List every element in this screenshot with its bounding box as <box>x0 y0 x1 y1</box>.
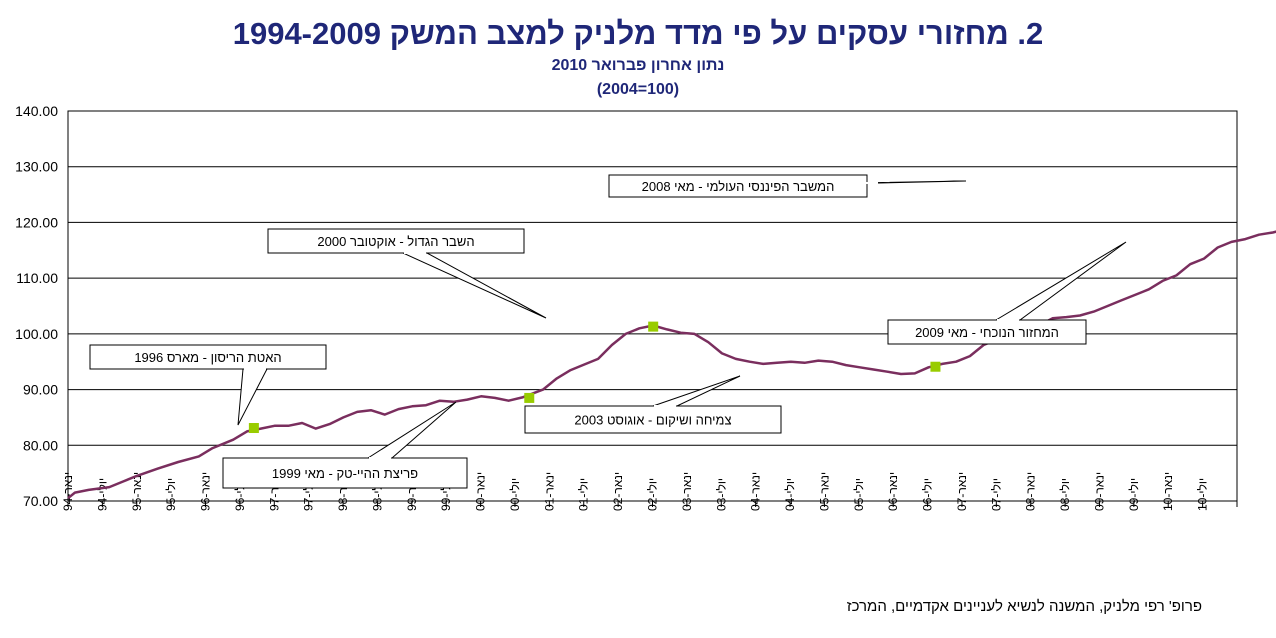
x-tick-label: יולי-10 <box>1196 478 1210 511</box>
key-point-marker <box>524 392 535 403</box>
x-tick-label: ינאר-09 <box>1092 472 1106 511</box>
x-tick-label: ינאר-94 <box>61 472 75 511</box>
x-tick-label: ינאר-08 <box>1024 472 1038 511</box>
chart-title: 2. מחזורי עסקים על פי מדד מלניק למצב המש… <box>232 16 1044 51</box>
y-axis: 70.00 80.00 90.00 100.00 110.00 120.00 130.00 1… <box>15 103 58 509</box>
x-tick-label: יולי-09 <box>1127 478 1141 511</box>
x-axis: ינאר-94 יולי-94 ינאר-95 יולי-95 ינאר-96 יולי-… <box>61 472 1238 511</box>
series-layer <box>67 230 1276 500</box>
callout-box <box>267 228 525 254</box>
annotations-layer: האטת הריסון - מארס 1996 פריצת ההיי-טק - מ… <box>89 174 1127 489</box>
x-tick-label: ינאר-95 <box>130 472 144 511</box>
y-tick-label: 100.00 <box>15 326 58 342</box>
callout-label: השבר הגדול - אוקטובר 2000 <box>317 234 474 249</box>
y-tick-label: 110.00 <box>16 270 58 286</box>
callout-box <box>887 319 1087 345</box>
x-tick-label: ינאר-01 <box>542 472 556 511</box>
callout-label: המשבר הפיננסי העולמי - מאי 2008 <box>642 179 835 194</box>
x-tick-label: ינאר-03 <box>680 472 694 511</box>
grid-lines <box>67 110 1238 502</box>
callout-label: צמיחה ושיקום - אוגוסט 2003 <box>574 413 731 428</box>
x-tick-label: יולי-00 <box>508 478 522 511</box>
x-tick-label: ינאר-10 <box>1161 472 1175 511</box>
chart-subtitle-base: (2004=100) <box>596 81 680 98</box>
footer-credit: פרופ' רפי מלניק, המשנה לנשיא לעניינים אק… <box>846 598 1202 615</box>
callout-label: האטת הריסון - מארס 1996 <box>134 350 281 365</box>
key-point-marker <box>930 361 941 372</box>
x-tick-label: ינאר-96 <box>199 472 213 511</box>
callout-label: פריצת ההיי-טק - מאי 1999 <box>272 466 418 481</box>
y-tick-label: 90.00 <box>23 382 58 398</box>
y-tick-label: 120.00 <box>15 214 58 230</box>
chart-subtitle-last-data: נתון אחרון פברואר 2010 <box>551 57 725 74</box>
callout-pointer <box>402 252 547 319</box>
x-tick-label: יולי-03 <box>714 478 728 511</box>
plot-area <box>67 110 1238 502</box>
x-tick-label: ינאר-06 <box>886 472 900 511</box>
x-tick-label: יולי-07 <box>989 478 1003 511</box>
series-line <box>67 230 1276 500</box>
callout-box <box>608 174 868 198</box>
callout-box <box>222 457 468 489</box>
x-tick-label: ינאר-02 <box>611 472 625 511</box>
x-tick-label: יולי-04 <box>783 478 797 511</box>
x-tick-label: יולי-08 <box>1058 478 1072 511</box>
y-tick-label: 140.00 <box>15 103 58 119</box>
key-point-marker <box>248 423 259 434</box>
callout-pointer <box>652 375 741 407</box>
x-tick-label: יולי-02 <box>646 478 660 511</box>
y-tick-label: 70.00 <box>23 493 58 509</box>
x-tick-label: יולי-95 <box>164 478 178 511</box>
x-tick-label: ינאר-05 <box>817 472 831 511</box>
callout-label: המחזור הנוכחי - מאי 2009 <box>915 325 1059 340</box>
x-tick-label: יולי-01 <box>577 478 591 511</box>
x-tick-label: יולי-05 <box>852 478 866 511</box>
callout-pointer <box>237 368 268 426</box>
x-tick-label: יולי-06 <box>921 478 935 511</box>
callout-box <box>89 344 327 370</box>
callout-box <box>524 405 782 434</box>
x-tick-label: יולי-94 <box>95 478 109 511</box>
callout-pointer <box>994 241 1127 321</box>
x-tick-label: ינאר-00 <box>474 472 488 511</box>
y-tick-label: 80.00 <box>23 437 58 453</box>
x-tick-label: ינאר-07 <box>955 472 969 511</box>
callout-pointer <box>366 401 457 459</box>
x-tick-label: ינאר-04 <box>749 472 763 511</box>
y-tick-label: 130.00 <box>15 159 58 175</box>
key-point-marker <box>648 321 659 332</box>
